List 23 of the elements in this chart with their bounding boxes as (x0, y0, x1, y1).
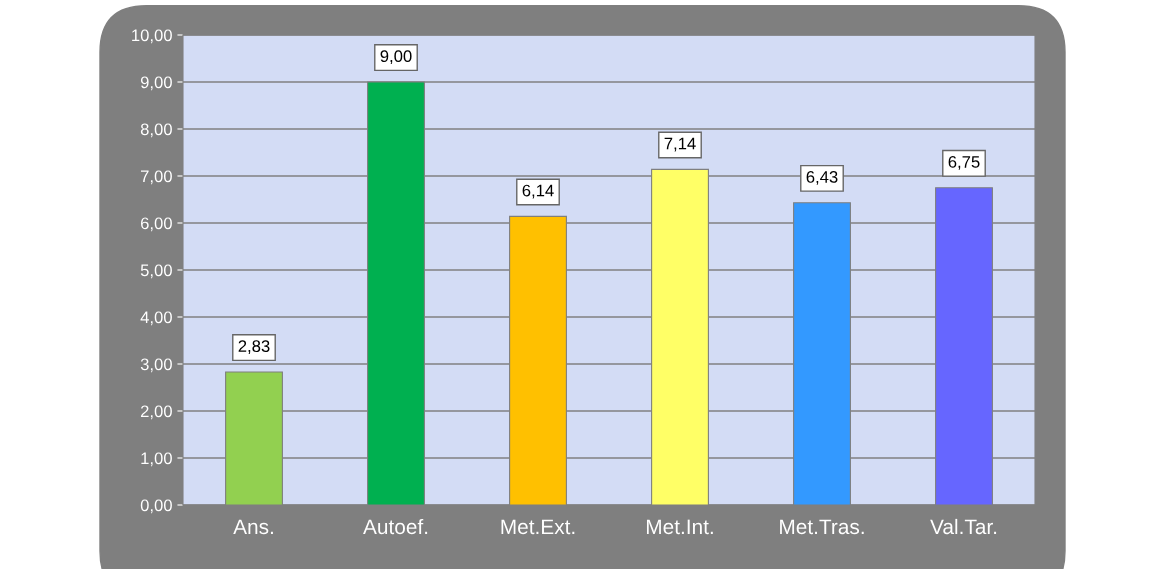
y-tick-label: 1,00 (141, 452, 172, 467)
x-tick-label: Ans. (233, 519, 273, 535)
y-tick-label: 5,00 (140, 264, 172, 279)
x-tick-label: Val.Tar. (930, 518, 997, 535)
data-label: 7,14 (664, 137, 696, 152)
data-label: 6,14 (522, 184, 554, 199)
data-label: 6,43 (806, 171, 838, 185)
y-tick-label: 6,00 (140, 217, 172, 232)
x-tick-label: Autoef. (363, 518, 428, 535)
y-tick-label: 10,00 (132, 29, 172, 44)
x-tick-label: Met.Tras. (780, 519, 864, 535)
x-tick-label: Met.Ext. (501, 519, 575, 535)
y-tick-label: 2,00 (140, 405, 172, 420)
x-tick-label: Met.Int. (646, 519, 713, 535)
y-tick-label: 7,00 (141, 170, 172, 185)
y-tick-label: 8,00 (140, 123, 172, 138)
data-label: 6,75 (948, 155, 980, 170)
data-label: 2,83 (238, 340, 270, 354)
y-tick-label: 0,00 (140, 499, 172, 514)
y-tick-label: 3,00 (140, 358, 172, 373)
data-label: 9,00 (380, 50, 412, 65)
y-tick-label: 4,00 (140, 311, 172, 326)
y-tick-label: 9,00 (140, 76, 172, 91)
